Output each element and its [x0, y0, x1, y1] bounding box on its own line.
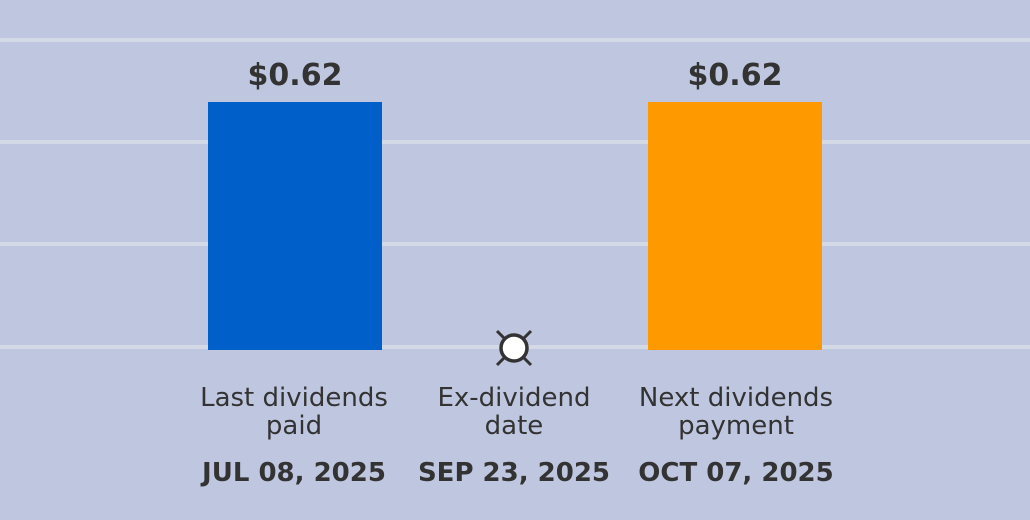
- date-next-payment: OCT 07, 2025: [638, 458, 834, 488]
- category-label-next-payment: Next dividends payment: [638, 383, 834, 441]
- gridline: [0, 242, 1030, 246]
- data-label-2: $0.62: [688, 58, 783, 93]
- bar-2: [648, 102, 822, 350]
- ex-dividend-marker-icon: [495, 329, 533, 367]
- gridline: [0, 140, 1030, 144]
- category-label-last-paid: Last dividends paid: [200, 383, 388, 441]
- bar-0: [208, 102, 382, 350]
- date-last-paid: JUL 08, 2025: [202, 458, 386, 488]
- data-label-0: $0.62: [248, 58, 343, 93]
- date-ex-dividend: SEP 23, 2025: [417, 458, 611, 488]
- gridline: [0, 38, 1030, 42]
- category-label-ex-dividend: Ex-dividend date: [437, 383, 591, 441]
